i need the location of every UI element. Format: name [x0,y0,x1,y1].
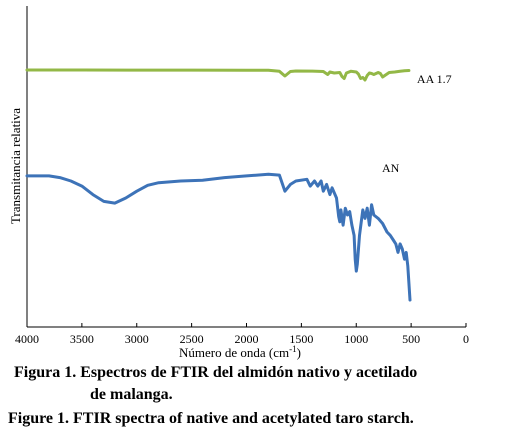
caption-es-line1: Figura 1. Espectros de FTIR del almidón … [14,364,418,381]
x-tick-label: 2500 [180,332,204,346]
caption-es-line2: de malanga. [90,386,173,403]
x-tick-label: 3500 [70,332,94,346]
x-tick-label: 500 [402,332,420,346]
series-line-2 [25,172,412,302]
series-group [25,68,412,302]
x-tick-label: 0 [463,332,469,346]
series-labels: AA 1.7 AN [382,72,452,175]
series-label-1: AA 1.7 [417,72,452,86]
x-tick-label: 1000 [344,332,368,346]
x-tick-label: 3000 [125,332,149,346]
y-axis-label: Transmitancia relativa [8,108,23,224]
x-tick-label: 2000 [235,332,259,346]
x-tick-label: 4000 [15,332,39,346]
x-ticks: 4000 3500 3000 2500 2000 1500 1000 500 0 [15,323,469,346]
x-tick-label: 1500 [289,332,313,346]
x-axis-label: Número de onda (cm-1) [179,344,301,360]
series-line-1 [25,68,411,82]
caption-en: Figure 1. FTIR spectra of native and ace… [8,410,414,427]
series-label-2: AN [382,161,400,175]
